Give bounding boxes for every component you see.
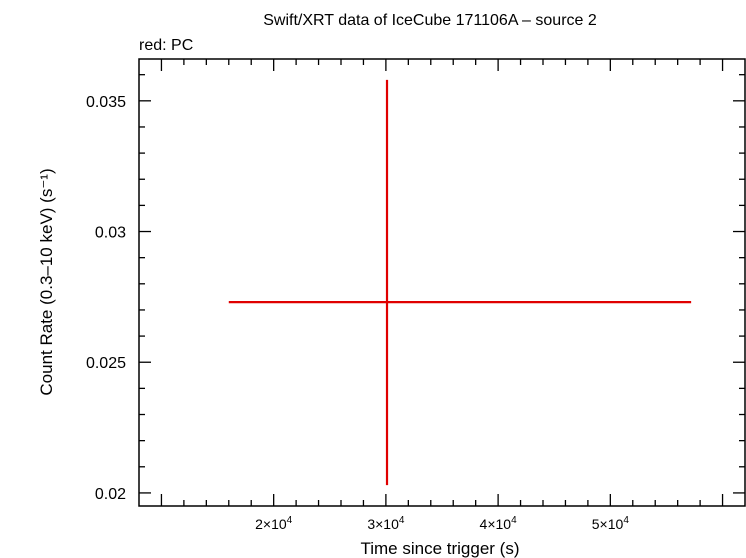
y-tick-label: 0.03 [95,225,126,242]
chart-title: Swift/XRT data of IceCube 171106A – sour… [263,12,597,29]
data-series [228,79,692,486]
x-axis-label: Time since trigger (s) [360,539,519,558]
y-axis-label: Count Rate (0.3–10 keV) (s⁻¹) [37,168,56,395]
x-tick-label: 4×104 [480,515,518,532]
axis-ticks [139,59,745,506]
y-tick-label: 0.02 [95,486,126,503]
chart-subtitle: red: PC [139,37,193,54]
x-tick-label: 2×104 [255,515,293,532]
x-tick-label: 3×104 [367,515,405,532]
y-tick-label: 0.025 [86,355,126,372]
plot-frame [138,58,746,507]
y-tick-label: 0.035 [86,94,126,111]
x-tick-label: 5×104 [592,515,630,532]
y-tick-labels: 0.02 0.025 0.03 0.035 [86,94,126,503]
x-tick-labels: 2×104 3×104 4×104 5×104 [255,515,629,532]
